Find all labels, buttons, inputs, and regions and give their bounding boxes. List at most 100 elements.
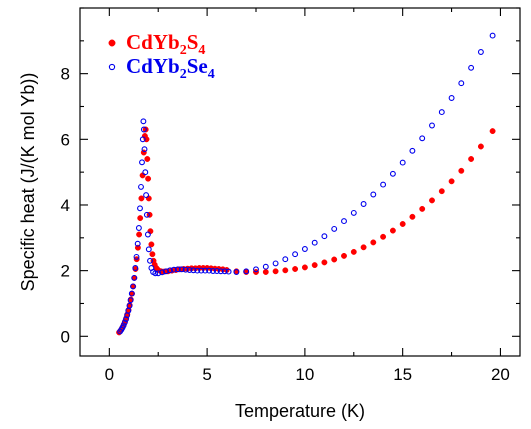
data-point <box>350 209 357 216</box>
data-point <box>438 188 445 195</box>
data-point <box>159 269 166 276</box>
data-point <box>182 266 189 273</box>
data-point <box>380 233 387 240</box>
data-point <box>262 263 269 270</box>
data-point <box>190 267 197 274</box>
data-point <box>370 239 377 246</box>
data-point <box>321 233 328 240</box>
y-tick-label: 0 <box>61 327 70 346</box>
data-point <box>448 95 455 101</box>
data-point <box>127 297 134 304</box>
data-point <box>121 319 128 326</box>
data-point <box>147 257 153 264</box>
data-point <box>399 159 406 166</box>
data-point <box>135 225 142 231</box>
data-point <box>253 266 259 273</box>
data-point <box>282 267 289 274</box>
data-point <box>301 246 308 252</box>
data-point <box>132 265 139 271</box>
data-point <box>194 267 201 274</box>
data-point <box>128 290 135 297</box>
y-tick-label: 2 <box>61 262 70 281</box>
data-point <box>311 239 318 246</box>
data-point <box>301 264 308 271</box>
data-point <box>210 268 216 274</box>
data-point <box>140 126 147 133</box>
plot-frame <box>79 7 521 357</box>
x-tick-label: 20 <box>491 365 510 384</box>
data-point <box>130 283 136 290</box>
data-point <box>186 267 193 273</box>
data-point <box>143 192 150 199</box>
data-point <box>142 126 149 133</box>
data-point <box>134 240 141 247</box>
data-point <box>489 128 496 135</box>
data-point <box>138 195 145 202</box>
data-point <box>468 64 475 71</box>
data-point <box>389 227 396 234</box>
data-point <box>409 147 416 154</box>
data-point <box>272 260 279 267</box>
data-point <box>389 170 396 177</box>
data-point <box>149 251 156 258</box>
series-0 <box>116 126 496 336</box>
data-point <box>311 262 318 269</box>
data-point <box>141 146 148 153</box>
data-point <box>380 181 387 188</box>
data-point <box>148 241 155 248</box>
data-point <box>292 251 299 258</box>
data-point <box>167 267 173 274</box>
data-point <box>144 231 151 238</box>
data-point <box>489 32 496 39</box>
data-point <box>145 246 152 253</box>
data-point <box>448 178 455 185</box>
data-point <box>145 195 152 202</box>
data-point <box>139 172 146 179</box>
x-tick-label: 0 <box>105 365 114 384</box>
y-tick-label: 8 <box>61 65 70 84</box>
data-point <box>139 159 145 166</box>
data-point <box>370 191 377 198</box>
data-point <box>138 183 144 190</box>
x-axis-title: Temperature (K) <box>235 401 365 421</box>
data-point <box>243 268 250 275</box>
data-point <box>458 80 465 87</box>
data-point <box>144 156 151 162</box>
data-point <box>341 218 347 225</box>
data-point <box>272 268 279 275</box>
data-point <box>213 268 220 274</box>
data-point <box>206 267 213 274</box>
data-point <box>419 135 426 142</box>
data-point <box>409 213 416 220</box>
y-tick-label: 6 <box>61 130 70 149</box>
legend-label: CdYb2S4 <box>126 30 205 58</box>
data-point <box>292 266 299 272</box>
data-point <box>145 175 152 182</box>
series-layer <box>116 32 496 336</box>
data-point <box>360 244 367 251</box>
data-point <box>131 274 138 281</box>
data-point <box>198 267 205 274</box>
data-point <box>170 266 177 273</box>
data-point <box>136 231 143 238</box>
data-point <box>202 267 209 274</box>
series-1 <box>117 32 496 335</box>
data-point <box>123 316 129 323</box>
data-point <box>155 270 162 277</box>
data-point <box>137 205 143 212</box>
data-point <box>321 259 328 266</box>
data-point <box>142 169 149 176</box>
data-point <box>163 268 169 275</box>
y-axis: 0 2 4 6 8 <box>61 7 520 346</box>
data-point <box>262 269 269 275</box>
data-point <box>360 201 367 207</box>
data-point <box>399 221 406 227</box>
legend-marker <box>108 63 116 71</box>
data-point <box>152 270 159 277</box>
data-point <box>139 136 146 143</box>
data-point <box>331 256 338 263</box>
data-point <box>126 302 133 309</box>
data-point <box>341 252 347 259</box>
